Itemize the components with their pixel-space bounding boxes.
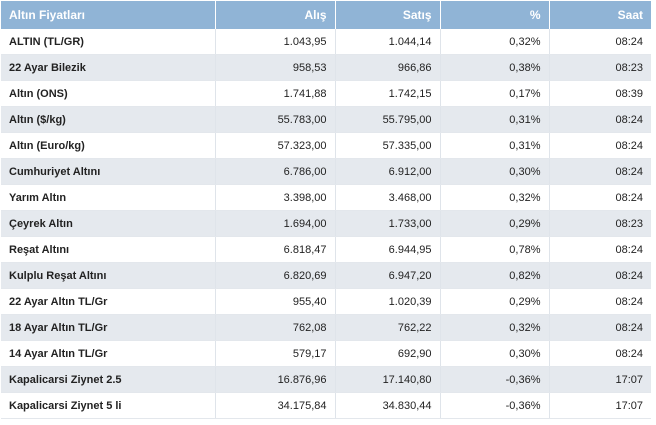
buy-price-cell: 6.818,47 [215,236,336,263]
table-row: Altın (Euro/kg) 57.323,00 57.335,00 0,31% 08… [1,132,651,159]
item-name-cell: Yarım Altın [1,184,216,211]
item-name-cell: 14 Ayar Altın TL/Gr [1,340,216,367]
time-cell: 08:23 [549,210,651,237]
time-cell: 08:24 [549,314,651,341]
column-header-time: Saat [549,1,651,29]
table-row: 18 Ayar Altın TL/Gr 762,08 762,22 0,32% 08:2… [1,314,651,341]
time-cell: 08:24 [549,340,651,367]
buy-price-cell: 6.820,69 [215,262,336,289]
sell-price-cell: 55.795,00 [335,106,441,133]
change-percent-cell: 0,32% [440,314,550,341]
sell-price-cell: 3.468,00 [335,184,441,211]
sell-price-cell: 966,86 [335,54,441,81]
sell-price-cell: 6.947,20 [335,262,441,289]
sell-price-cell: 762,22 [335,314,441,341]
table-row: Cumhuriyet Altını 6.786,00 6.912,00 0,30% 08… [1,158,651,185]
change-percent-cell: 0,17% [440,80,550,107]
item-name-cell: 22 Ayar Bilezik [1,54,216,81]
item-name-cell: 18 Ayar Altın TL/Gr [1,314,216,341]
time-cell: 17:07 [549,366,651,393]
change-percent-cell: 0,78% [440,236,550,263]
sell-price-cell: 692,90 [335,340,441,367]
item-name-cell: Reşat Altını [1,236,216,263]
buy-price-cell: 762,08 [215,314,336,341]
buy-price-cell: 579,17 [215,340,336,367]
item-name-cell: ALTIN (TL/GR) [1,29,216,55]
time-cell: 08:24 [549,236,651,263]
table-row: ALTIN (TL/GR) 1.043,95 1.044,14 0,32% 08:24 [1,29,651,55]
time-cell: 08:24 [549,184,651,211]
item-name-cell: Kulplu Reşat Altını [1,262,216,289]
time-cell: 08:23 [549,54,651,81]
table-row: 22 Ayar Bilezik 958,53 966,86 0,38% 08:23 [1,54,651,81]
change-percent-cell: 0,29% [440,210,550,237]
time-cell: 08:24 [549,29,651,55]
buy-price-cell: 34.175,84 [215,392,336,419]
table-row: Kulplu Reşat Altını 6.820,69 6.947,20 0,82%… [1,262,651,289]
sell-price-cell: 34.830,44 [335,392,441,419]
change-percent-cell: 0,29% [440,288,550,315]
item-name-cell: Altın (Euro/kg) [1,132,216,159]
column-header-buy: Alış [215,1,336,29]
item-name-cell: Cumhuriyet Altını [1,158,216,185]
item-name-cell: Altın ($/kg) [1,106,216,133]
column-header-change: % [440,1,550,29]
sell-price-cell: 1.020,39 [335,288,441,315]
item-name-cell: 22 Ayar Altın TL/Gr [1,288,216,315]
table-row: Kapalicarsi Ziynet 5 li 34.175,84 34.830,4… [1,392,651,419]
table-row: Reşat Altını 6.818,47 6.944,95 0,78% 08:24 [1,236,651,263]
buy-price-cell: 3.398,00 [215,184,336,211]
item-name-cell: Kapalicarsi Ziynet 2.5 [1,366,216,393]
change-percent-cell: 0,30% [440,340,550,367]
time-cell: 08:24 [549,262,651,289]
table-row: Yarım Altın 3.398,00 3.468,00 0,32% 08:24 [1,184,651,211]
item-name-cell: Çeyrek Altın [1,210,216,237]
buy-price-cell: 1.741,88 [215,80,336,107]
sell-price-cell: 1.044,14 [335,29,441,55]
table-header-row: Altın Fiyatları Alış Satış % Saat [1,1,651,29]
buy-price-cell: 958,53 [215,54,336,81]
buy-price-cell: 6.786,00 [215,158,336,185]
sell-price-cell: 57.335,00 [335,132,441,159]
sell-price-cell: 6.944,95 [335,236,441,263]
change-percent-cell: 0,38% [440,54,550,81]
change-percent-cell: 0,32% [440,29,550,55]
time-cell: 08:24 [549,132,651,159]
change-percent-cell: -0,36% [440,366,550,393]
gold-prices-table: Altın Fiyatları Alış Satış % Saat ALTIN … [1,1,651,419]
column-header-sell: Satış [335,1,441,29]
table-row: 22 Ayar Altın TL/Gr 955,40 1.020,39 0,29% 08… [1,288,651,315]
time-cell: 17:07 [549,392,651,419]
change-percent-cell: 0,30% [440,158,550,185]
buy-price-cell: 1.043,95 [215,29,336,55]
buy-price-cell: 57.323,00 [215,132,336,159]
sell-price-cell: 1.733,00 [335,210,441,237]
change-percent-cell: 0,32% [440,184,550,211]
buy-price-cell: 16.876,96 [215,366,336,393]
item-name-cell: Kapalicarsi Ziynet 5 li [1,392,216,419]
change-percent-cell: 0,31% [440,132,550,159]
table-row: Altın ($/kg) 55.783,00 55.795,00 0,31% 08:24 [1,106,651,133]
buy-price-cell: 1.694,00 [215,210,336,237]
change-percent-cell: 0,31% [440,106,550,133]
column-header-name: Altın Fiyatları [1,1,216,29]
sell-price-cell: 1.742,15 [335,80,441,107]
sell-price-cell: 17.140,80 [335,366,441,393]
change-percent-cell: 0,82% [440,262,550,289]
change-percent-cell: -0,36% [440,392,550,419]
table-row: 14 Ayar Altın TL/Gr 579,17 692,90 0,30% 08:2… [1,340,651,367]
table-row: Kapalicarsi Ziynet 2.5 16.876,96 17.140,80… [1,366,651,393]
buy-price-cell: 55.783,00 [215,106,336,133]
sell-price-cell: 6.912,00 [335,158,441,185]
table-row: Çeyrek Altın 1.694,00 1.733,00 0,29% 08:23 [1,210,651,237]
table-row: Altın (ONS) 1.741,88 1.742,15 0,17% 08:39 [1,80,651,107]
item-name-cell: Altın (ONS) [1,80,216,107]
time-cell: 08:24 [549,158,651,185]
time-cell: 08:24 [549,106,651,133]
buy-price-cell: 955,40 [215,288,336,315]
time-cell: 08:24 [549,288,651,315]
time-cell: 08:39 [549,80,651,107]
